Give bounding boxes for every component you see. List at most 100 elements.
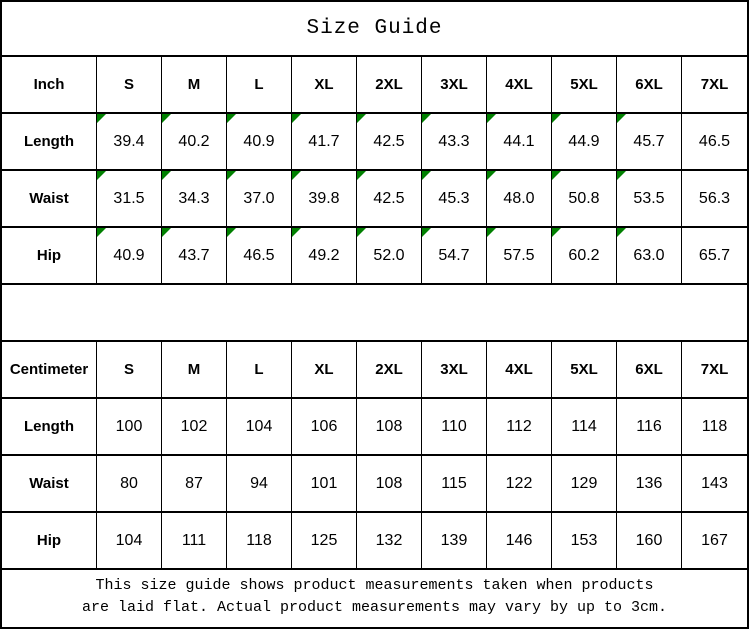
measurement-cell: 37.0 — [227, 171, 292, 226]
measurement-cell: 56.3 — [698, 189, 731, 207]
measurement-cell: 104 — [97, 513, 162, 568]
size-column-header: L — [227, 57, 292, 112]
measurement-cell: 40.9 — [227, 114, 292, 169]
measurement-cell: 63.0 — [617, 228, 682, 283]
measurement-cell: 46.5 — [227, 228, 292, 283]
table-row: Waist 31.5 34.3 37.0 39.8 42.5 45.3 48.0 50.8 53.… — [2, 171, 747, 228]
size-column-header: 4XL — [487, 342, 552, 397]
measurement-cell: 65.7 — [698, 246, 731, 264]
measurement-cell: 112 — [487, 399, 552, 454]
measurement-cell: 116 — [617, 399, 682, 454]
page-title: Size Guide — [2, 2, 747, 57]
size-column-header: 3XL — [422, 342, 487, 397]
measurement-cell: 43.7 — [162, 228, 227, 283]
size-column-header: M — [162, 342, 227, 397]
size-column-header: 2XL — [357, 57, 422, 112]
size-column-header: 3XL — [422, 57, 487, 112]
measurement-cell: 42.5 — [357, 114, 422, 169]
footer-note: This size guide shows product measuremen… — [2, 570, 747, 624]
cm_table-unit-label: Centimeter — [2, 342, 97, 397]
size-column-header: M — [162, 57, 227, 112]
measurement-cell: 153 — [552, 513, 617, 568]
measurement-cell: 40.9 — [97, 228, 162, 283]
measurement-cell: 115 — [422, 456, 487, 511]
table-row: Length 39.4 40.2 40.9 41.7 42.5 43.3 44.1 44.9 45… — [2, 114, 747, 171]
measurement-cell: 143 — [701, 474, 728, 492]
size-column-header: XL — [292, 57, 357, 112]
table-row: Length 100 102 104 106 108 110 112 114 116 118 — [2, 399, 747, 456]
measurement-cell: 31.5 — [97, 171, 162, 226]
measurement-cell: 48.0 — [487, 171, 552, 226]
centimeter-size-table: Centimeter S M L XL 2XL 3XL 4XL 5XL 6XL 7XL Length 1… — [2, 342, 747, 570]
measurement-cell: 52.0 — [357, 228, 422, 283]
measurement-cell: 60.2 — [552, 228, 617, 283]
measurement-cell: 125 — [292, 513, 357, 568]
row-label: Length — [2, 114, 97, 169]
measurement-cell: 160 — [617, 513, 682, 568]
table-spacer-row — [2, 285, 747, 342]
measurement-cell: 42.5 — [357, 171, 422, 226]
measurement-cell: 54.7 — [422, 228, 487, 283]
size-column-header: 7XL — [700, 76, 729, 93]
measurement-cell: 87 — [162, 456, 227, 511]
measurement-cell: 136 — [617, 456, 682, 511]
measurement-cell: 114 — [552, 399, 617, 454]
table-row: Hip 40.9 43.7 46.5 49.2 52.0 54.7 57.5 60.2 63.0 6… — [2, 228, 747, 285]
row-label: Waist — [2, 171, 97, 226]
measurement-cell: 100 — [97, 399, 162, 454]
measurement-cell: 104 — [227, 399, 292, 454]
measurement-cell: 80 — [97, 456, 162, 511]
measurement-cell: 129 — [552, 456, 617, 511]
measurement-cell: 49.2 — [292, 228, 357, 283]
measurement-cell: 139 — [422, 513, 487, 568]
measurement-cell: 118 — [227, 513, 292, 568]
measurement-cell: 108 — [357, 456, 422, 511]
measurement-cell: 41.7 — [292, 114, 357, 169]
size-column-header: S — [97, 57, 162, 112]
table-row: Waist 80 87 94 101 108 115 122 129 136 143 — [2, 456, 747, 513]
measurement-cell: 111 — [162, 513, 227, 568]
size-column-header: L — [227, 342, 292, 397]
size-column-header: XL — [292, 342, 357, 397]
measurement-cell: 34.3 — [162, 171, 227, 226]
measurement-cell: 45.7 — [617, 114, 682, 169]
measurement-cell: 94 — [227, 456, 292, 511]
measurement-cell: 108 — [357, 399, 422, 454]
measurement-cell: 57.5 — [487, 228, 552, 283]
size-column-header: 5XL — [552, 57, 617, 112]
measurement-cell: 106 — [292, 399, 357, 454]
measurement-cell: 43.3 — [422, 114, 487, 169]
size-column-header: 7XL — [700, 361, 729, 378]
row-label: Hip — [2, 513, 97, 568]
measurement-cell: 44.1 — [487, 114, 552, 169]
inch-size-table: Inch S M L XL 2XL 3XL 4XL 5XL 6XL 7XL Length 39.4 40.… — [2, 57, 747, 285]
size-column-header: 6XL — [617, 342, 682, 397]
row-label: Hip — [2, 228, 97, 283]
measurement-cell: 101 — [292, 456, 357, 511]
inch_table-unit-label: Inch — [2, 57, 97, 112]
measurement-cell: 45.3 — [422, 171, 487, 226]
row-label: Waist — [2, 456, 97, 511]
measurement-cell: 40.2 — [162, 114, 227, 169]
measurement-cell: 50.8 — [552, 171, 617, 226]
measurement-cell: 39.4 — [97, 114, 162, 169]
cm_table-header-row: Centimeter S M L XL 2XL 3XL 4XL 5XL 6XL 7XL — [2, 342, 747, 399]
measurement-cell: 110 — [422, 399, 487, 454]
size-column-header: 5XL — [552, 342, 617, 397]
measurement-cell: 122 — [487, 456, 552, 511]
size-column-header: S — [97, 342, 162, 397]
measurement-cell: 46.5 — [698, 132, 731, 150]
measurement-cell: 167 — [701, 531, 728, 549]
measurement-cell: 39.8 — [292, 171, 357, 226]
measurement-cell: 118 — [701, 417, 728, 435]
size-column-header: 6XL — [617, 57, 682, 112]
size-column-header: 4XL — [487, 57, 552, 112]
size-column-header: 2XL — [357, 342, 422, 397]
measurement-cell: 146 — [487, 513, 552, 568]
inch_table-header-row: Inch S M L XL 2XL 3XL 4XL 5XL 6XL 7XL — [2, 57, 747, 114]
footer-note-line-1: This size guide shows product measuremen… — [95, 576, 654, 594]
measurement-cell: 53.5 — [617, 171, 682, 226]
row-label: Length — [2, 399, 97, 454]
footer-note-line-2: are laid flat. Actual product measuremen… — [81, 599, 668, 616]
table-row: Hip 104 111 118 125 132 139 146 153 160 167 — [2, 513, 747, 570]
